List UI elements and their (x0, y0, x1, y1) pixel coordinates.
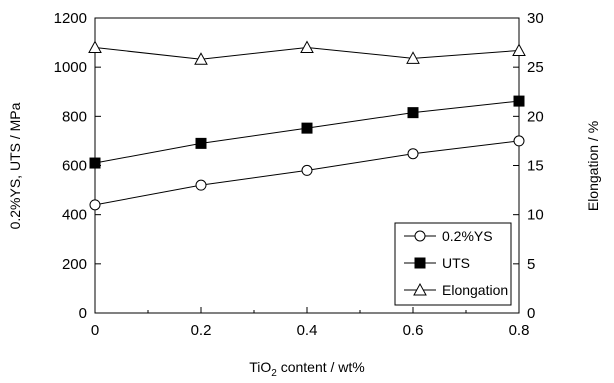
legend-label: 0.2%YS (442, 228, 493, 244)
data-point (300, 40, 314, 53)
data-point (407, 148, 419, 160)
y-right-tick-label: 5 (527, 256, 535, 273)
y-left-tick-label: 600 (62, 158, 87, 175)
y-left-tick-label: 1000 (54, 59, 87, 76)
data-point (194, 52, 208, 65)
x-tick-label: 0.6 (403, 322, 424, 339)
x-axis-title: TiO2 content / wt% (249, 359, 365, 379)
data-point (89, 199, 101, 211)
y-right-tick-label: 15 (527, 158, 544, 175)
x-tick-label: 0 (91, 322, 99, 339)
y-left-tick-label: 200 (62, 256, 87, 273)
axis-ticks: 0 0.2 0.4 0.6 0.8020040060080010001200051015… (54, 10, 544, 339)
data-point (89, 157, 101, 169)
y-right-tick-label: 10 (527, 207, 544, 224)
y-left-tick-label: 800 (62, 108, 87, 125)
legend-marker (414, 230, 426, 242)
data-point (513, 95, 525, 107)
legend-label: UTS (442, 255, 470, 271)
x-tick-label: 0.4 (297, 322, 318, 339)
data-point (301, 164, 313, 176)
y-right-tick-label: 25 (527, 59, 544, 76)
data-point (512, 43, 526, 56)
y-axis-left-title: 0.2%YS, UTS / MPa (7, 102, 23, 229)
y-right-tick-label: 30 (527, 10, 544, 27)
data-point (406, 51, 420, 64)
legend-box (394, 222, 512, 306)
x-tick-label: 0.8 (509, 322, 530, 339)
data-point (301, 122, 313, 134)
y-left-tick-label: 0 (79, 305, 87, 322)
series-2 (88, 40, 526, 65)
x-axis-title-suffix: content / wt% (277, 359, 365, 375)
data-point (88, 40, 102, 53)
legend-marker (414, 257, 426, 269)
x-axis-title-subscript: 2 (271, 368, 277, 379)
legend-label: Elongation (442, 282, 508, 298)
y-left-tick-label: 400 (62, 207, 87, 224)
x-tick-label: 0.2 (191, 322, 212, 339)
data-point (195, 137, 207, 149)
data-point (513, 135, 525, 147)
data-point (407, 107, 419, 119)
series-1 (89, 95, 525, 169)
data-point (195, 179, 207, 191)
y-axis-right-title: Elongation / % (585, 121, 601, 211)
y-right-tick-label: 20 (527, 108, 544, 125)
y-right-tick-label: 0 (527, 305, 535, 322)
legend-marker (413, 282, 427, 296)
series-0 (89, 135, 525, 211)
x-axis-title-prefix: TiO (249, 359, 271, 375)
y-left-tick-label: 1200 (54, 10, 87, 27)
series-layer (88, 40, 526, 211)
legend: 0.2%YS UTS Elongation (394, 222, 512, 306)
